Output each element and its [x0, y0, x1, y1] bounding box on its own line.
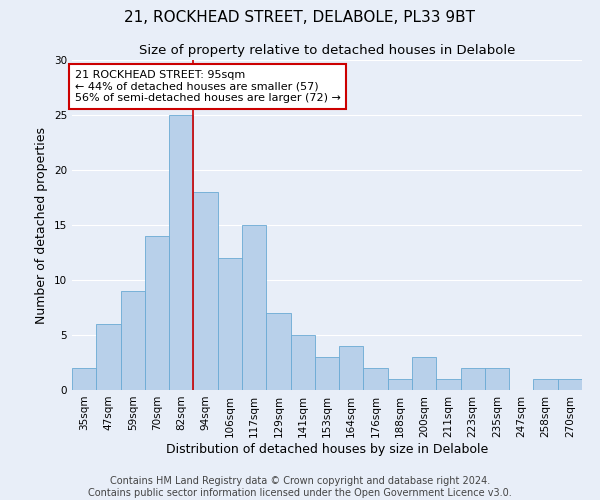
Bar [364, 368, 388, 390]
Bar [315, 357, 339, 390]
Bar [388, 379, 412, 390]
Bar [218, 258, 242, 390]
Bar [558, 379, 582, 390]
Bar [266, 313, 290, 390]
Bar [145, 236, 169, 390]
Bar [242, 225, 266, 390]
Title: Size of property relative to detached houses in Delabole: Size of property relative to detached ho… [139, 44, 515, 58]
Bar [72, 368, 96, 390]
Bar [533, 379, 558, 390]
Bar [290, 335, 315, 390]
Text: Contains HM Land Registry data © Crown copyright and database right 2024.
Contai: Contains HM Land Registry data © Crown c… [88, 476, 512, 498]
Bar [461, 368, 485, 390]
Bar [485, 368, 509, 390]
Text: 21, ROCKHEAD STREET, DELABOLE, PL33 9BT: 21, ROCKHEAD STREET, DELABOLE, PL33 9BT [125, 10, 476, 25]
Text: 21 ROCKHEAD STREET: 95sqm
← 44% of detached houses are smaller (57)
56% of semi-: 21 ROCKHEAD STREET: 95sqm ← 44% of detac… [74, 70, 340, 103]
X-axis label: Distribution of detached houses by size in Delabole: Distribution of detached houses by size … [166, 442, 488, 456]
Y-axis label: Number of detached properties: Number of detached properties [35, 126, 49, 324]
Bar [412, 357, 436, 390]
Bar [96, 324, 121, 390]
Bar [339, 346, 364, 390]
Bar [193, 192, 218, 390]
Bar [436, 379, 461, 390]
Bar [169, 115, 193, 390]
Bar [121, 291, 145, 390]
